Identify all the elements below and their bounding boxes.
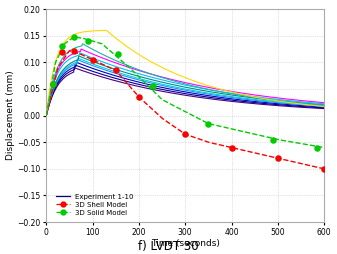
X-axis label: Time (seconds): Time (seconds) bbox=[151, 240, 220, 248]
Point bbox=[321, 167, 327, 171]
Point bbox=[71, 35, 77, 39]
Point bbox=[136, 95, 142, 99]
Y-axis label: Displacement (mm): Displacement (mm) bbox=[5, 71, 14, 161]
Point bbox=[229, 146, 234, 150]
Text: f) LVDT 30: f) LVDT 30 bbox=[138, 240, 199, 253]
Point bbox=[115, 52, 121, 56]
Legend: Experiment 1-10, 3D Shell Model, 3D Solid Model: Experiment 1-10, 3D Shell Model, 3D Soli… bbox=[53, 191, 137, 219]
Point bbox=[183, 132, 188, 136]
Point bbox=[206, 122, 211, 126]
Point bbox=[51, 82, 56, 86]
Point bbox=[150, 84, 155, 88]
Point bbox=[275, 156, 280, 160]
Point bbox=[314, 146, 320, 150]
Point bbox=[60, 50, 65, 54]
Point bbox=[90, 58, 95, 62]
Point bbox=[85, 39, 91, 43]
Point bbox=[60, 44, 65, 48]
Point bbox=[71, 49, 77, 53]
Point bbox=[51, 82, 56, 86]
Point bbox=[271, 137, 276, 141]
Point bbox=[113, 68, 118, 72]
